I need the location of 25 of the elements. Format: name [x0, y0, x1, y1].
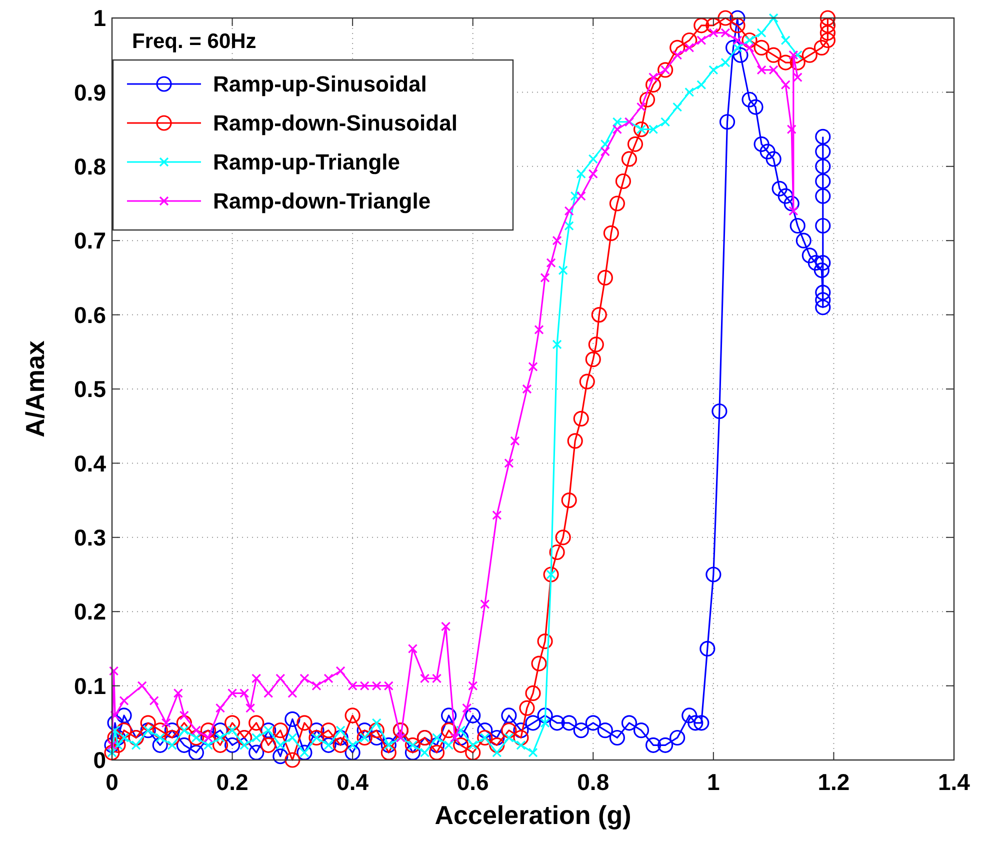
- y-tick-label: 0.5: [74, 376, 106, 402]
- x-tick-label: 1.4: [938, 769, 970, 795]
- y-tick-label: 0.4: [74, 450, 106, 476]
- y-tick-label: 0: [93, 747, 106, 774]
- y-tick-label: 0.1: [74, 672, 106, 699]
- y-tick-label: 0.9: [74, 79, 106, 106]
- x-tick-label: 0.6: [456, 769, 489, 795]
- y-tick-label: 0.7: [74, 228, 106, 254]
- x-tick-label: 1: [707, 769, 720, 795]
- y-tick-label: 1: [93, 5, 106, 32]
- x-tick-label: 0.4: [336, 769, 369, 795]
- y-tick-label: 0.6: [74, 302, 106, 328]
- legend-label: Ramp-up-Triangle: [213, 150, 400, 175]
- legend-label: Ramp-up-Sinusoidal: [213, 72, 427, 97]
- y-tick-label: 0.8: [74, 153, 106, 180]
- legend-label: Ramp-down-Sinusoidal: [213, 110, 458, 136]
- y-tick-label: 0.3: [74, 524, 106, 550]
- legend-label: Ramp-down-Triangle: [213, 188, 431, 214]
- x-tick-label: 0.2: [216, 769, 248, 795]
- x-tick-label: 1.2: [818, 769, 850, 795]
- y-tick-label: 0.2: [74, 598, 106, 625]
- x-axis-title: Acceleration (g): [434, 800, 632, 830]
- annotation: Freq. = 60Hz: [132, 30, 256, 53]
- x-tick-label: 0.8: [577, 769, 610, 795]
- y-axis-title: A/Amax: [20, 340, 50, 438]
